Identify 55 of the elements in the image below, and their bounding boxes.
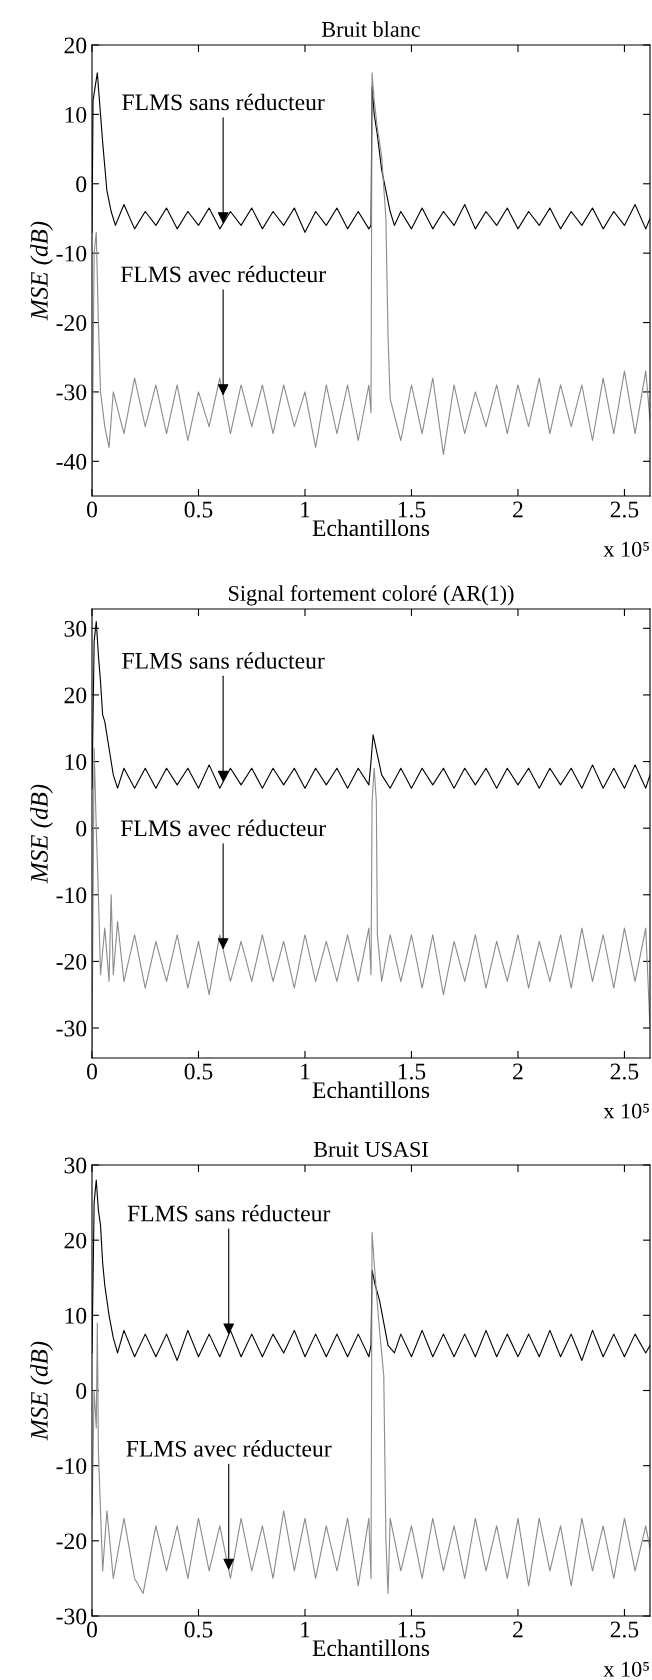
x-tick-label: 2 xyxy=(513,1063,523,1080)
y-tick-label: -20 xyxy=(56,315,87,331)
x-axis-title: Echantillons xyxy=(312,1081,430,1099)
y-tick-label: 0 xyxy=(76,176,87,193)
x-tick-label: 2.5 xyxy=(610,501,639,518)
y-tick-label: 30 xyxy=(64,620,87,637)
chart-title: Signal fortement coloré (AR(1)) xyxy=(229,585,514,606)
x-tick-label: 2 xyxy=(513,1621,523,1638)
x-tick-label: 0.5 xyxy=(184,1063,213,1080)
y-tick-label: -40 xyxy=(56,453,87,470)
x-tick-label: 1 xyxy=(301,1621,310,1638)
y-tick-label: -30 xyxy=(56,384,87,401)
text: x 10⁵ xyxy=(603,1661,649,1677)
y-tick-label: -30 xyxy=(56,1020,87,1037)
x-tick-label: 2 xyxy=(513,501,523,518)
chart-title: Bruit USASI xyxy=(313,1141,428,1157)
y-tick-label: -10 xyxy=(56,245,87,262)
series-label: FLMS sans réducteur xyxy=(127,1204,331,1222)
y-tick-label: -20 xyxy=(56,1533,87,1550)
y-tick-label: 0 xyxy=(76,1382,87,1399)
chart-title: Bruit blanc xyxy=(321,21,420,37)
x-tick-label: 2.5 xyxy=(610,1063,639,1080)
y-tick-label: -10 xyxy=(56,887,87,904)
y-tick-label: 10 xyxy=(65,106,87,123)
y-tick-label: 10 xyxy=(65,754,87,770)
y-tick-label: 10 xyxy=(65,1307,87,1324)
y-axis-title: MSE (dB) xyxy=(30,221,53,321)
x-tick-label: 1.5 xyxy=(398,1621,426,1638)
x-tick-label: 1.5 xyxy=(398,501,426,518)
x-tick-label: 1 xyxy=(301,501,310,518)
x-tick-label: 0.5 xyxy=(184,501,213,518)
x-tick-label: 1 xyxy=(301,1063,310,1080)
x-tick-label: 2.5 xyxy=(610,1621,639,1638)
text: x 10⁵ xyxy=(603,541,649,557)
y-axis-title: MSE (dB) xyxy=(30,784,53,884)
line-series xyxy=(92,1232,650,1595)
series-label: FLMS avec réducteur xyxy=(120,265,326,283)
x-axis-title: Echantillons xyxy=(312,1639,430,1657)
y-tick-label: 0 xyxy=(76,820,87,837)
y-tick-label: -10 xyxy=(56,1458,87,1475)
x-axis-title: Echantillons xyxy=(312,519,430,537)
y-tick-label: 20 xyxy=(64,1232,87,1249)
y-axis-title: MSE (dB) xyxy=(30,1341,53,1441)
y-tick-label: 20 xyxy=(64,37,87,54)
series-label: FLMS avec réducteur xyxy=(120,819,326,837)
y-tick-label: -30 xyxy=(56,1608,87,1625)
x-tick-label: 0.5 xyxy=(184,1621,213,1638)
y-tick-label: -20 xyxy=(56,953,87,970)
y-tick-label: 20 xyxy=(64,687,87,704)
y-tick-label: 30 xyxy=(64,1157,87,1174)
series-label: FLMS sans réducteur xyxy=(122,652,325,669)
series-label: FLMS avec réducteur xyxy=(126,1440,332,1457)
text: x 10⁵ xyxy=(603,1103,649,1119)
series-label: FLMS sans réducteur xyxy=(122,93,325,111)
x-tick-label: 1.5 xyxy=(398,1063,426,1080)
